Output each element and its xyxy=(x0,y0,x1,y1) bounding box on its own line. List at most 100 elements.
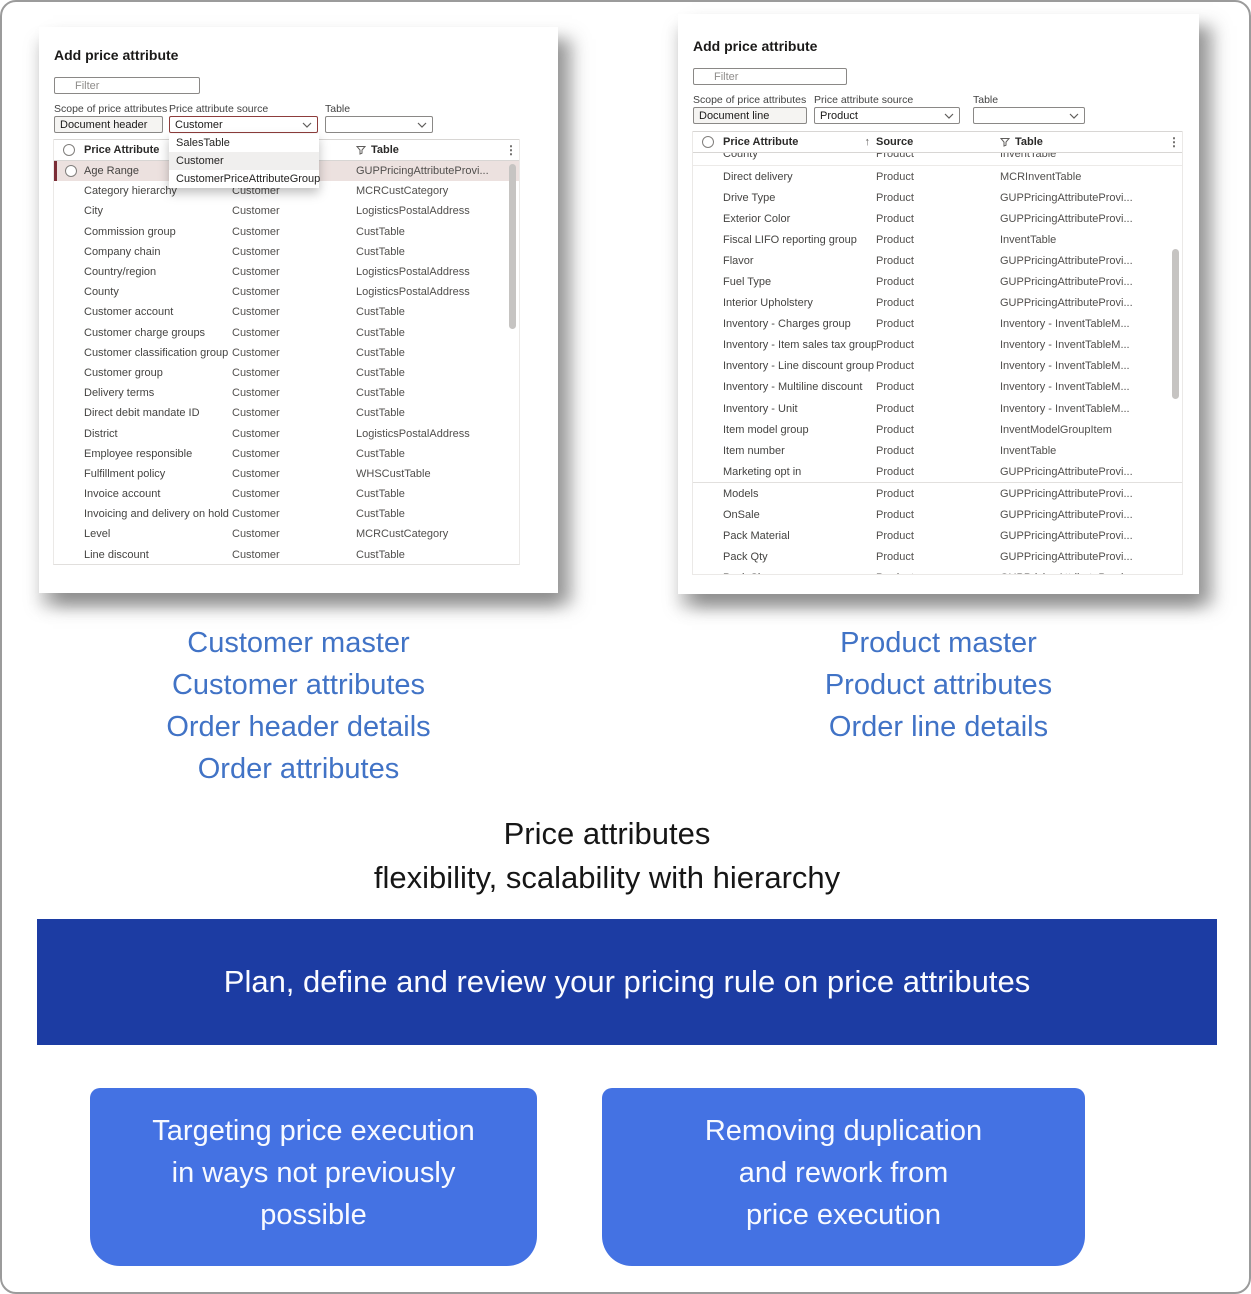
headline-line: flexibility, scalability with hierarchy xyxy=(373,860,841,895)
table-row[interactable]: Drive Type Product GUPPricingAttributePr… xyxy=(723,191,1133,204)
chevron-down-icon xyxy=(302,122,312,128)
table-row[interactable]: Level Customer MCRCustCategory xyxy=(84,528,449,541)
table-row[interactable]: Customer account Customer CustTable xyxy=(84,306,405,319)
table-row[interactable]: Customer classification group Customer C… xyxy=(84,346,405,359)
dialog-title: Add price attribute xyxy=(54,47,179,63)
source-label: Price attribute source xyxy=(814,94,914,106)
sort-ascending-icon: ↑ xyxy=(864,136,871,148)
table-row[interactable]: Item number Product InventTable xyxy=(723,444,1057,457)
table-row[interactable]: Inventory - Charges group Product Invent… xyxy=(723,318,1130,331)
scrollbar-thumb[interactable] xyxy=(1172,249,1179,399)
column-header-source[interactable]: Source xyxy=(876,136,914,148)
table-row[interactable]: Inventory - Unit Product Inventory - Inv… xyxy=(723,402,1130,415)
table-row[interactable]: Pack Size Product GUPPricingAttributePro… xyxy=(693,568,1182,574)
table-row[interactable]: County Customer LogisticsPostalAddress xyxy=(84,286,470,299)
scope-label: Scope of price attributes xyxy=(693,94,807,106)
table-row[interactable]: Direct debit mandate ID Customer CustTab… xyxy=(84,407,405,420)
dialog-title: Add price attribute xyxy=(693,38,818,54)
table-row[interactable]: Pack Qty Product GUPPricingAttributeProv… xyxy=(723,551,1133,564)
benefit-box-duplication: Removing duplication and rework from pri… xyxy=(602,1088,1085,1266)
column-header-table[interactable]: Table xyxy=(356,144,503,156)
box-line: Removing duplication xyxy=(704,1115,983,1147)
table-row[interactable]: Delivery terms Customer CustTable xyxy=(84,387,405,400)
table-row[interactable]: Line discount Customer CustTable xyxy=(84,548,405,561)
column-header-table[interactable]: Table xyxy=(1000,136,1166,148)
scope-value: Document line xyxy=(699,109,770,122)
table-row[interactable]: Customer charge groups Customer CustTabl… xyxy=(84,326,405,339)
box-line: Targeting price execution xyxy=(152,1115,475,1147)
left-dialog: Add price attribute Scope of price attri… xyxy=(39,27,558,593)
table-row[interactable]: Invoicing and delivery on hold Customer … xyxy=(84,508,405,521)
table-label: Table xyxy=(325,103,351,115)
filter-icon xyxy=(356,146,366,155)
table-row[interactable]: Customer group Customer CustTable xyxy=(84,366,405,379)
filter-input[interactable] xyxy=(693,68,847,85)
source-dropdown-list: SalesTable Customer CustomerPriceAttribu… xyxy=(169,134,321,188)
table-row[interactable]: Inventory - Multiline discount Product I… xyxy=(723,381,1130,394)
caption-line: Product master xyxy=(840,627,1037,659)
scope-field[interactable]: Document line xyxy=(693,107,807,124)
table-combobox[interactable] xyxy=(973,107,1085,124)
table-row[interactable]: City Customer LogisticsPostalAddress xyxy=(84,205,470,218)
right-attribute-grid: Price Attribute ↑ Source Table ⋮ County … xyxy=(692,131,1183,575)
scope-value: Document header xyxy=(60,118,148,131)
table-row[interactable]: Country/region Customer LogisticsPostalA… xyxy=(84,266,470,279)
left-caption: Customer master Customer attributes Orde… xyxy=(39,622,558,790)
table-row[interactable]: Interior Upholstery Product GUPPricingAt… xyxy=(723,297,1133,310)
left-attribute-grid: Price Attribute Source Table ⋮ Age Range… xyxy=(53,139,520,565)
banner-text: Plan, define and review your pricing rul… xyxy=(223,964,1031,999)
dropdown-option[interactable]: Customer xyxy=(169,152,319,170)
grid-rows: Category hierarchy Customer MCRCustCateg… xyxy=(54,181,519,564)
table-row[interactable]: Pack Material Product GUPPricingAttribut… xyxy=(723,530,1133,543)
table-row[interactable]: Invoice account Customer CustTable xyxy=(84,488,405,501)
table-row[interactable]: OnSale Product GUPPricingAttributeProvi.… xyxy=(723,509,1133,522)
caption-line: Customer master xyxy=(187,627,410,659)
scope-field[interactable]: Document header xyxy=(54,116,163,133)
table-row[interactable]: Category hierarchy Customer MCRCustCateg… xyxy=(84,185,449,198)
scrollbar-thumb[interactable] xyxy=(509,164,516,329)
table-row[interactable]: Company chain Customer CustTable xyxy=(84,245,405,258)
dropdown-option[interactable]: SalesTable xyxy=(176,137,230,149)
table-row[interactable]: Fiscal LIFO reporting group Product Inve… xyxy=(723,233,1057,246)
table-row[interactable]: Flavor Product GUPPricingAttributeProvi.… xyxy=(723,254,1133,267)
more-options-icon[interactable]: ⋮ xyxy=(1168,135,1180,149)
table-row[interactable]: Marketing opt in Product GUPPricingAttri… xyxy=(693,461,1182,484)
table-combobox[interactable] xyxy=(325,116,433,133)
caption-line: Order line details xyxy=(828,711,1049,743)
chevron-down-icon xyxy=(1069,113,1079,119)
source-label: Price attribute source xyxy=(169,103,269,115)
table-row[interactable]: Direct delivery Product MCRInventTable xyxy=(723,170,1082,183)
table-row[interactable]: District Customer LogisticsPostalAddress xyxy=(84,427,470,440)
table-row[interactable]: Inventory - Item sales tax group Product… xyxy=(723,339,1130,352)
partially-scrolled-row[interactable]: County Product InventTable xyxy=(693,153,1182,166)
table-row[interactable]: Inventory - Line discount group Product … xyxy=(723,360,1130,373)
row-radio[interactable] xyxy=(64,165,77,178)
grid-header: Price Attribute ↑ Source Table ⋮ xyxy=(693,131,1182,153)
headline: Price attributes flexibility, scalabilit… xyxy=(2,812,1212,900)
table-row[interactable]: Fulfillment policy Customer WHSCustTable xyxy=(84,467,431,480)
box-line: in ways not previously xyxy=(171,1157,456,1189)
select-all-radio[interactable] xyxy=(63,144,75,156)
source-value: Product xyxy=(820,109,858,122)
source-combobox[interactable]: Product xyxy=(814,107,960,124)
table-row[interactable]: Fuel Type Product GUPPricingAttributePro… xyxy=(723,276,1133,289)
column-header-price-attribute[interactable]: Price Attribute ↑ xyxy=(723,136,871,148)
caption-line: Order attributes xyxy=(197,753,400,785)
scope-label: Scope of price attributes xyxy=(54,103,168,115)
filter-input[interactable] xyxy=(54,77,200,94)
table-row[interactable]: Item model group Product InventModelGrou… xyxy=(723,423,1112,436)
table-row[interactable]: Exterior Color Product GUPPricingAttribu… xyxy=(723,212,1133,225)
more-options-icon[interactable]: ⋮ xyxy=(505,143,517,157)
column-header-price-attribute[interactable]: Price Attribute xyxy=(84,144,160,156)
table-row[interactable]: Commission group Customer CustTable xyxy=(84,225,405,238)
source-combobox[interactable]: Customer xyxy=(169,116,318,133)
table-row[interactable]: Employee responsible Customer CustTable xyxy=(84,447,405,460)
box-line: price execution xyxy=(745,1199,942,1231)
dropdown-option[interactable]: CustomerPriceAttributeGroup xyxy=(176,173,321,185)
select-all-radio[interactable] xyxy=(702,136,714,148)
right-dialog: Add price attribute Scope of price attri… xyxy=(678,14,1199,594)
table-row[interactable]: Models Product GUPPricingAttributeProvi.… xyxy=(723,487,1133,500)
caption-line: Customer attributes xyxy=(171,669,426,701)
table-label: Table xyxy=(973,94,999,106)
